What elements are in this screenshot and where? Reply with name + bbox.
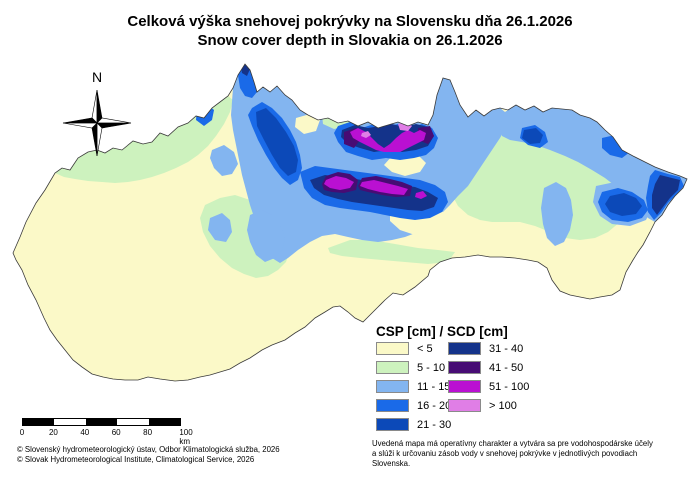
note-line-3: Slovenska. xyxy=(372,458,411,468)
legend-label-16-20: 16 - 20 xyxy=(417,399,452,412)
scale-tick-0: 0 xyxy=(19,428,25,437)
legend-item-lt5: < 5 xyxy=(376,342,448,355)
legend-column-right: 31 - 40 41 - 50 51 - 100 > 100 xyxy=(448,342,529,437)
legend-item-16-20: 16 - 20 xyxy=(376,399,452,412)
legend-label-11-15: 11 - 15 xyxy=(417,380,451,393)
legend-swatch-lt5 xyxy=(376,342,409,355)
legend-swatch-51-100 xyxy=(448,380,481,393)
legend-item-21-30: 21 - 30 xyxy=(376,418,452,431)
map-region-snow-51-100-low-tatras-east xyxy=(360,180,408,195)
legend-item-51-100: 51 - 100 xyxy=(448,380,529,393)
map-region-snow-11-15-vtacnik xyxy=(247,210,285,262)
map-region-snow-21-30-vihorlat-core xyxy=(605,193,642,216)
operational-note: Uvedená mapa má operatívny charakter a v… xyxy=(372,439,684,468)
legend-title: CSP [cm] / SCD [cm] xyxy=(376,324,508,339)
credit-line-slovak: © Slovenský hydrometeorologický ústav, O… xyxy=(17,445,280,454)
scale-tick-60: 60 xyxy=(111,428,121,437)
legend-label-gt100: > 100 xyxy=(489,399,517,412)
map-region-snow-51-100-tatras-arc xyxy=(350,128,426,152)
legend-label-lt5: < 5 xyxy=(417,342,433,355)
map-region-snow-11-15-slanske xyxy=(541,182,573,246)
scale-bar-graphic xyxy=(22,418,181,426)
scale-bar: 0 20 40 60 80 100 km xyxy=(20,418,193,446)
scale-segment xyxy=(148,419,181,425)
page-title: Celková výška snehovej pokrývky na Slove… xyxy=(0,12,700,50)
legend-swatch-31-40 xyxy=(448,342,481,355)
legend-swatch-5-10 xyxy=(376,361,409,374)
legend-item-5-10: 5 - 10 xyxy=(376,361,448,374)
legend-swatch-16-20 xyxy=(376,399,409,412)
map-legend: CSP [cm] / SCD [cm] < 5 5 - 10 11 - 15 1… xyxy=(376,324,596,437)
legend-label-41-50: 41 - 50 xyxy=(489,361,524,374)
legend-label-51-100: 51 - 100 xyxy=(489,380,530,393)
legend-swatch-21-30 xyxy=(376,418,409,431)
legend-label-5-10: 5 - 10 xyxy=(417,361,446,374)
map-region-snow-gt100-tatras-spot-west xyxy=(361,131,371,138)
scale-segment xyxy=(117,419,149,425)
legend-swatch-gt100 xyxy=(448,399,481,412)
scale-tick-100km: 100 km xyxy=(179,428,193,446)
legend-label-21-30: 21 - 30 xyxy=(417,418,452,431)
compass-north-label: N xyxy=(92,69,102,85)
scale-segment xyxy=(85,419,118,425)
title-line-slovak: Celková výška snehovej pokrývky na Slove… xyxy=(127,13,573,30)
scale-tick-40: 40 xyxy=(80,428,90,437)
slovakia-border-outline xyxy=(12,63,688,382)
map-region-snow-5-10-northwest xyxy=(55,96,233,183)
map-region-snow-21-30-mala-fatra-core xyxy=(256,108,298,176)
legend-swatch-11-15 xyxy=(376,380,409,393)
legend-item-41-50: 41 - 50 xyxy=(448,361,529,374)
scale-segment xyxy=(23,419,55,425)
north-arrow-icon: N xyxy=(62,69,132,157)
legend-item-31-40: 31 - 40 xyxy=(448,342,529,355)
map-region-snow-lt5-orava-basin xyxy=(295,114,320,134)
map-region-snow-5-10-south-strip xyxy=(328,240,455,264)
legend-label-31-40: 31 - 40 xyxy=(489,342,524,355)
scale-tick-20: 20 xyxy=(48,428,58,437)
map-region-snow-51-100-dot xyxy=(415,191,427,199)
map-region-snow-11-15-west-ridge xyxy=(210,145,238,176)
map-region-snow-31-40-east-border-cluster xyxy=(652,175,680,215)
credit-line-english: © Slovak Hydrometeorological Institute, … xyxy=(17,454,255,464)
map-region-snow-11-15-west-spot xyxy=(208,213,232,242)
copyright-credits: © Slovenský hydrometeorologický ústav, O… xyxy=(17,445,280,465)
scale-segment xyxy=(54,419,86,425)
legend-item-11-15: 11 - 15 xyxy=(376,380,451,393)
legend-item-gt100: > 100 xyxy=(448,399,529,412)
scale-tick-80: 80 xyxy=(143,428,153,437)
map-region-snow-21-30-levoca-core xyxy=(522,128,543,144)
map-region-snow-51-100-low-tatras-west xyxy=(324,176,354,190)
note-line-1: Uvedená mapa má operatívny charakter a v… xyxy=(372,439,653,448)
legend-swatch-41-50 xyxy=(448,361,481,374)
title-line-english: Snow cover depth in Slovakia on 26.1.202… xyxy=(197,32,503,49)
note-line-2: a slúži k určovaniu zásob vody v snehove… xyxy=(372,448,638,458)
legend-column-left: < 5 5 - 10 11 - 15 16 - 20 21 - 30 xyxy=(376,342,452,437)
